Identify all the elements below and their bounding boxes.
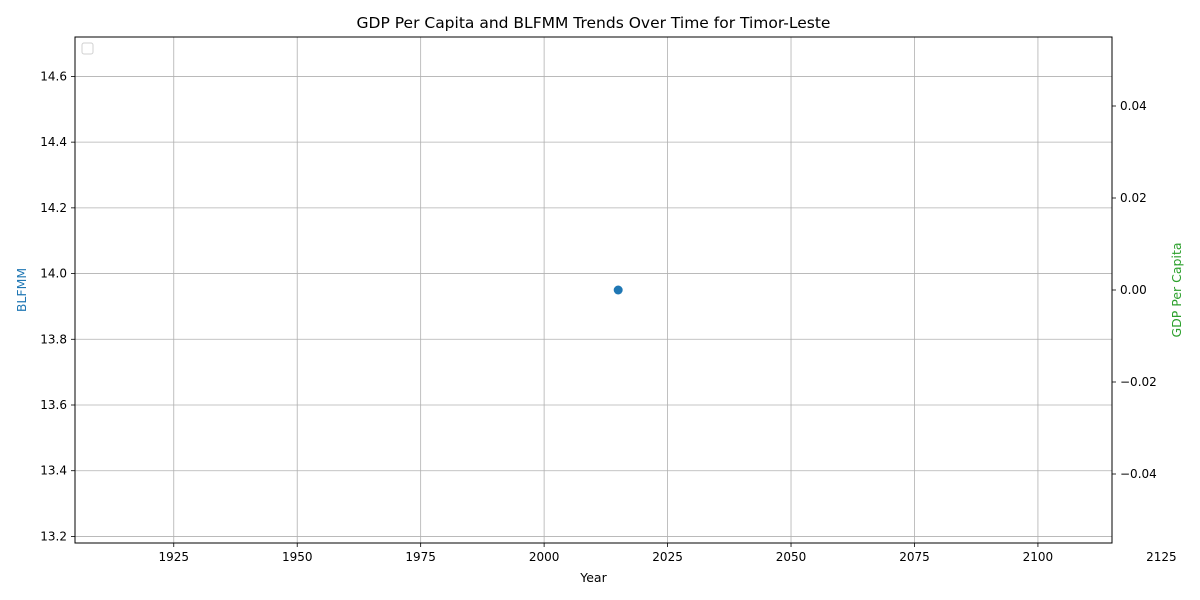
y-right-tick-label: −0.02 [1120, 375, 1157, 389]
y-left-tick-label: 13.6 [40, 398, 67, 412]
x-tick-label: 1975 [405, 550, 436, 564]
x-tick-label: 2050 [776, 550, 807, 564]
y-right-tick-label: 0.04 [1120, 99, 1147, 113]
x-tick-label: 2025 [652, 550, 683, 564]
y-right-tick-label: 0.02 [1120, 191, 1147, 205]
x-tick-label: 2100 [1023, 550, 1054, 564]
y-left-axis-ticks: 13.2 13.4 13.6 13.8 14.0 14.2 14.4 14.6 [40, 69, 75, 543]
x-axis-label: Year [579, 570, 607, 585]
chart-title: GDP Per Capita and BLFMM Trends Over Tim… [357, 14, 831, 32]
y-right-axis-ticks: −0.04 −0.02 0.00 0.02 0.04 [1112, 99, 1157, 481]
y-left-tick-label: 13.2 [40, 529, 67, 543]
y-left-axis-label: BLFMM [14, 268, 29, 312]
x-tick-label: 1950 [282, 550, 313, 564]
data-points [613, 285, 623, 295]
data-point [613, 285, 623, 295]
y-left-tick-label: 13.4 [40, 464, 67, 478]
grid-lines [75, 37, 1112, 543]
x-axis-ticks: 1925 1950 1975 2000 2025 2050 2075 2100 2125 [158, 543, 1177, 564]
legend-box [81, 42, 94, 55]
x-tick-label: 2000 [529, 550, 560, 564]
y-left-tick-label: 14.6 [40, 69, 67, 83]
y-left-tick-label: 13.8 [40, 332, 67, 346]
y-right-tick-label: −0.04 [1120, 467, 1157, 481]
plot-frame [74, 36, 1113, 544]
y-right-axis-label: GDP Per Capita [1169, 242, 1184, 337]
x-tick-label: 2075 [899, 550, 930, 564]
y-left-tick-label: 14.2 [40, 201, 67, 215]
x-tick-label: 1925 [158, 550, 189, 564]
x-tick-label: 2125 [1146, 550, 1177, 564]
y-left-tick-label: 14.4 [40, 135, 67, 149]
y-left-tick-label: 14.0 [40, 267, 67, 281]
y-right-tick-label: 0.00 [1120, 283, 1147, 297]
